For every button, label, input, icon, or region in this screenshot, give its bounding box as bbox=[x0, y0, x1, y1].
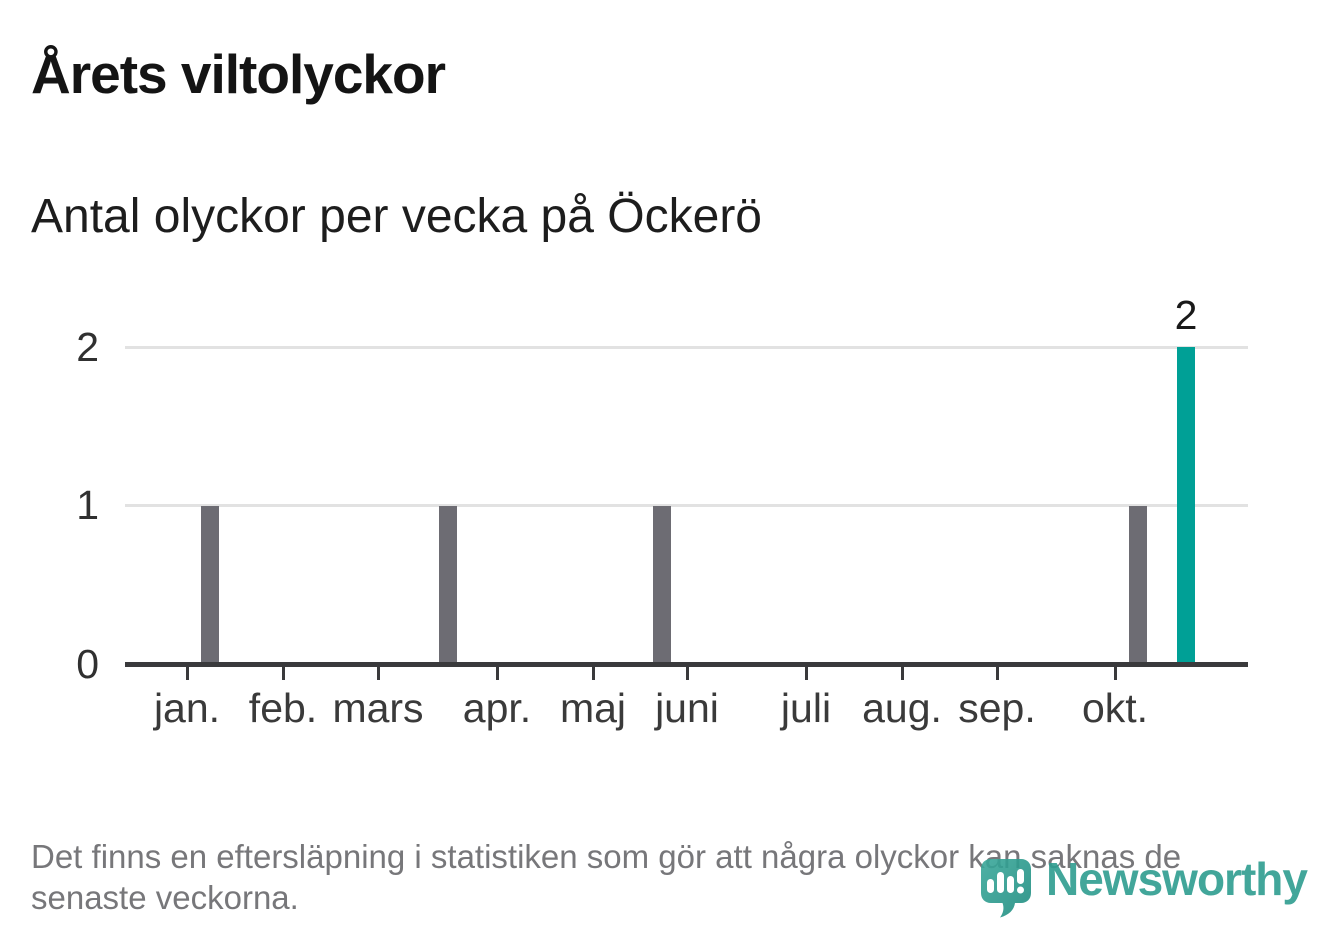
x-axis-tick-mars bbox=[376, 667, 380, 680]
x-axis-label-sep.: sep. bbox=[958, 685, 1036, 731]
x-axis-tick-maj bbox=[591, 667, 595, 680]
y-axis-label-2: 2 bbox=[76, 323, 99, 370]
bar-week-14 bbox=[439, 505, 457, 664]
bar-week-4 bbox=[201, 505, 219, 664]
x-axis-label-mars: mars bbox=[332, 685, 424, 731]
footnote-line-2: senaste veckorna. bbox=[31, 879, 299, 916]
logo-exclamation-bar bbox=[1017, 869, 1024, 884]
gridline-y2 bbox=[125, 345, 1248, 349]
x-axis-label-feb.: feb. bbox=[248, 685, 318, 731]
bar-week-23 bbox=[653, 505, 671, 664]
x-axis-line bbox=[125, 662, 1248, 667]
x-axis-tick-juni bbox=[685, 667, 689, 680]
logo-exclamation-dot bbox=[1017, 886, 1024, 894]
logo-bar-2 bbox=[997, 872, 1004, 893]
x-axis-label-jan.: jan. bbox=[153, 685, 221, 731]
x-axis-label-juli: juli bbox=[780, 685, 832, 731]
gridline-y1 bbox=[125, 504, 1248, 507]
x-axis-label-maj: maj bbox=[559, 685, 627, 731]
x-axis-tick-apr. bbox=[495, 667, 499, 680]
newsworthy-logo-icon bbox=[981, 859, 1031, 918]
y-axis-label-0: 0 bbox=[76, 640, 99, 687]
x-axis-tick-sep. bbox=[995, 667, 999, 680]
x-axis-label-okt.: okt. bbox=[1081, 685, 1149, 731]
x-axis-tick-aug. bbox=[900, 667, 904, 680]
x-axis-label-aug.: aug. bbox=[862, 685, 942, 731]
newsworthy-logo-text: Newsworthy bbox=[1046, 853, 1308, 905]
x-axis-label-apr.: apr. bbox=[462, 685, 532, 731]
newsworthy-logo: Newsworthy bbox=[979, 854, 1308, 924]
x-axis-tick-juli bbox=[804, 667, 808, 680]
logo-bar-3 bbox=[1007, 876, 1014, 893]
x-axis-tick-jan. bbox=[185, 667, 189, 680]
y-axis-label-1: 1 bbox=[76, 482, 99, 528]
x-axis-tick-feb. bbox=[281, 667, 285, 680]
x-axis-label-juni: juni bbox=[655, 685, 719, 731]
chart-subtitle: Antal olyckor per vecka på Öckerö bbox=[31, 190, 762, 243]
bar-week-43 bbox=[1129, 505, 1147, 664]
chart-title: Årets viltolyckor bbox=[31, 43, 446, 105]
logo-bar-1 bbox=[987, 879, 994, 893]
bar-value-label-week-45: 2 bbox=[1174, 292, 1198, 338]
x-axis-tick-okt. bbox=[1113, 667, 1117, 680]
bar-week-45 bbox=[1177, 347, 1195, 664]
